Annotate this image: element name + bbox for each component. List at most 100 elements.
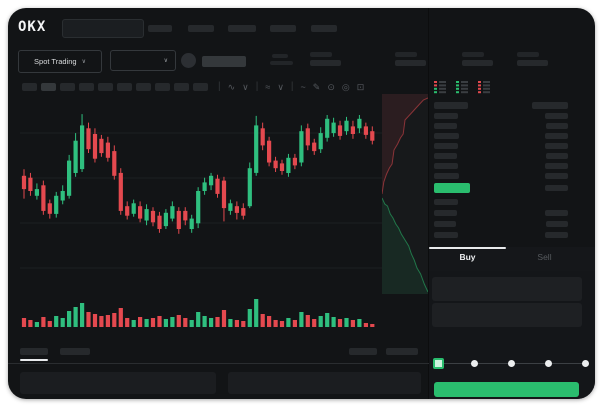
divider: | bbox=[255, 81, 259, 92]
nav-item-placeholder[interactable] bbox=[188, 25, 214, 32]
interval-button[interactable] bbox=[79, 83, 94, 91]
bottom-action-placeholder[interactable] bbox=[349, 348, 377, 355]
tab-buy[interactable]: Buy bbox=[459, 252, 476, 262]
divider: | bbox=[218, 81, 221, 92]
ask-row-amount[interactable] bbox=[546, 123, 568, 129]
change-placeholder bbox=[272, 54, 288, 58]
bottom-tab[interactable] bbox=[60, 348, 90, 355]
amount-slider[interactable] bbox=[433, 357, 589, 371]
ask-row-price[interactable] bbox=[434, 173, 459, 179]
snapshot-icon[interactable]: ⊙ bbox=[327, 82, 335, 92]
indicators-icon[interactable]: ∿ bbox=[227, 82, 236, 92]
chevron-down-icon: ∨ bbox=[81, 58, 86, 65]
chart-style-icon[interactable]: ≈ bbox=[265, 82, 271, 92]
coin-icon bbox=[181, 53, 196, 68]
slider-stop[interactable] bbox=[544, 360, 552, 367]
bid-row-price[interactable] bbox=[434, 221, 456, 227]
slider-handle[interactable] bbox=[433, 358, 444, 369]
book-combined-icon[interactable] bbox=[433, 80, 447, 94]
ask-row-amount[interactable] bbox=[545, 143, 568, 149]
stat-label-placeholder bbox=[310, 52, 332, 57]
interval-button[interactable] bbox=[98, 83, 113, 91]
ask-row-amount[interactable] bbox=[545, 173, 568, 179]
chevron-down-icon[interactable]: ∨ bbox=[277, 82, 284, 92]
chevron-down-icon[interactable]: ∨ bbox=[242, 82, 249, 92]
slider-stop[interactable] bbox=[508, 360, 515, 367]
orderbook-header-amount bbox=[532, 102, 568, 109]
depth-chart[interactable] bbox=[382, 94, 428, 294]
bottom-tab-underline bbox=[20, 359, 48, 361]
bid-row-price[interactable] bbox=[434, 199, 458, 205]
stat-value-placeholder bbox=[517, 60, 548, 66]
tab-sell[interactable]: Sell bbox=[537, 252, 552, 262]
bid-row-amount[interactable] bbox=[546, 221, 568, 227]
ask-row-amount[interactable] bbox=[545, 113, 568, 119]
chevron-down-icon: ∨ bbox=[163, 57, 168, 64]
orderbook-header-price bbox=[434, 102, 468, 109]
ask-row-amount[interactable] bbox=[546, 153, 568, 159]
last-price-amount bbox=[545, 185, 568, 191]
fullscreen-icon[interactable]: ⊡ bbox=[356, 82, 365, 92]
book-asks-only-icon[interactable] bbox=[477, 80, 491, 94]
nav-item-placeholder[interactable] bbox=[270, 25, 296, 32]
active-tab-indicator bbox=[429, 247, 506, 249]
bid-row-amount[interactable] bbox=[545, 210, 568, 216]
stat-value-placeholder bbox=[395, 60, 426, 66]
pair-selector[interactable]: ∨ bbox=[110, 50, 176, 71]
bottom-panel-left bbox=[20, 372, 216, 394]
ask-row-price[interactable] bbox=[434, 163, 458, 169]
interval-button[interactable] bbox=[155, 83, 170, 91]
price-input[interactable] bbox=[432, 277, 582, 301]
ask-row-price[interactable] bbox=[434, 153, 457, 159]
candlestick-chart[interactable] bbox=[20, 96, 382, 328]
last-price-badge[interactable] bbox=[434, 183, 470, 193]
nav-item-placeholder[interactable] bbox=[148, 25, 172, 32]
okx-logo: OKX bbox=[18, 19, 47, 35]
nav-item-placeholder[interactable] bbox=[228, 25, 256, 32]
interval-button[interactable] bbox=[22, 83, 37, 91]
interval-button[interactable] bbox=[136, 83, 151, 91]
trade-tabs bbox=[429, 247, 595, 271]
interval-button[interactable] bbox=[117, 83, 132, 91]
ask-row-price[interactable] bbox=[434, 113, 458, 119]
bid-row-amount[interactable] bbox=[545, 232, 568, 238]
book-bids-only-icon[interactable] bbox=[455, 80, 469, 94]
stat-label-placeholder bbox=[395, 52, 417, 57]
slider-stop[interactable] bbox=[471, 360, 479, 367]
last-price-placeholder bbox=[202, 56, 246, 67]
stat-label-placeholder bbox=[462, 52, 484, 57]
bid-row-price[interactable] bbox=[434, 232, 458, 238]
interval-button[interactable] bbox=[193, 83, 208, 91]
bottom-tab-active[interactable] bbox=[20, 348, 48, 355]
bid-row-price[interactable] bbox=[434, 210, 457, 216]
divider bbox=[8, 363, 429, 364]
slider-stop[interactable] bbox=[581, 360, 589, 367]
ask-row-price[interactable] bbox=[434, 133, 459, 139]
change-value-placeholder bbox=[270, 61, 293, 65]
interval-button[interactable] bbox=[174, 83, 189, 91]
settings-icon[interactable]: ◎ bbox=[341, 82, 350, 92]
draw-icon[interactable]: ✎ bbox=[312, 82, 321, 92]
ask-row-amount[interactable] bbox=[545, 163, 568, 169]
stat-value-placeholder bbox=[462, 60, 493, 66]
search-input[interactable] bbox=[62, 19, 144, 38]
bottom-action-placeholder[interactable] bbox=[386, 348, 418, 355]
app-window: OKX Spot Trading ∨ ∨ | ∿ ∨ | ≈ ∨ | ~ ✎ ⊙ ◎ ⊡ bbox=[8, 8, 595, 399]
market-type-selector[interactable]: Spot Trading ∨ bbox=[18, 50, 102, 73]
line-tool-icon[interactable]: ~ bbox=[300, 82, 306, 92]
ask-row-price[interactable] bbox=[434, 143, 458, 149]
interval-button[interactable] bbox=[41, 83, 56, 91]
market-type-label: Spot Trading bbox=[34, 57, 77, 66]
amount-input[interactable] bbox=[432, 303, 582, 327]
divider: | bbox=[290, 81, 294, 92]
nav-item-placeholder[interactable] bbox=[311, 25, 337, 32]
bottom-panel-right bbox=[228, 372, 421, 394]
interval-button[interactable] bbox=[60, 83, 75, 91]
buy-submit-button[interactable] bbox=[434, 382, 579, 397]
chart-toolbar-icons: | ∿ ∨ | ≈ ∨ | ~ ✎ ⊙ ◎ ⊡ bbox=[218, 81, 364, 93]
ask-row-price[interactable] bbox=[434, 123, 457, 129]
stat-label-placeholder bbox=[517, 52, 539, 57]
ask-row-amount[interactable] bbox=[545, 133, 568, 139]
stat-value-placeholder bbox=[310, 60, 341, 66]
